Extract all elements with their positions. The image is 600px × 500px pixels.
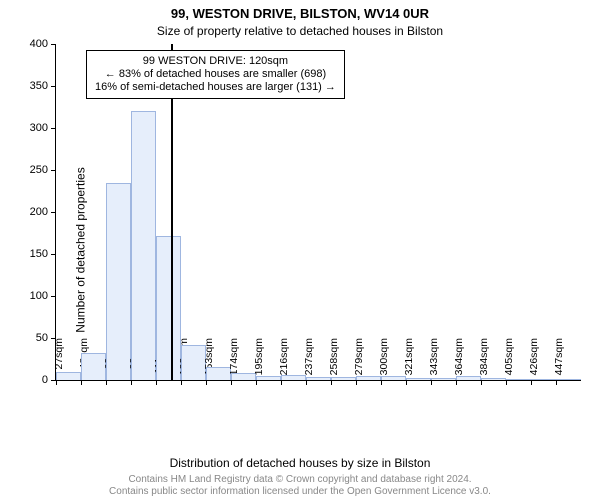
annotation-line1: 99 WESTON DRIVE: 120sqm [143,55,288,67]
y-tick-label: 200 [30,206,56,218]
plot-area: 05010015020025030035040027sqm48sqm69sqm9… [55,44,581,381]
footnote-line2: Contains public sector information licen… [109,486,491,497]
y-tick-label: 350 [30,80,56,92]
y-tick-label: 250 [30,164,56,176]
annotation-line2: ← 83% of detached houses are smaller (69… [105,68,326,80]
chart-container: 99, WESTON DRIVE, BILSTON, WV14 0UR Size… [0,0,600,500]
chart-title-sub: Size of property relative to detached ho… [0,24,600,38]
x-axis-label: Distribution of detached houses by size … [0,456,600,470]
annotation-box: 99 WESTON DRIVE: 120sqm← 83% of detached… [86,50,345,99]
y-tick-label: 300 [30,122,56,134]
histogram-bar [556,379,581,380]
y-tick-label: 400 [30,38,56,50]
annotation-line3: 16% of semi-detached houses are larger (… [95,81,336,93]
y-tick-label: 100 [30,290,56,302]
footnote-line1: Contains HM Land Registry data © Crown c… [128,474,471,485]
chart-title-main: 99, WESTON DRIVE, BILSTON, WV14 0UR [0,6,600,21]
footnote: Contains HM Land Registry data © Crown c… [0,474,600,498]
y-tick-label: 150 [30,248,56,260]
